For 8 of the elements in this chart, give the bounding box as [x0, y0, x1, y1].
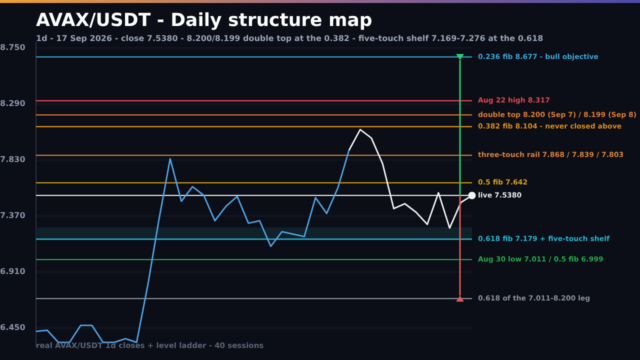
y-tick-label: 6.910: [0, 266, 26, 276]
chart-subtitle: 1d - 17 Sep 2026 - close 7.5380 - 8.200/8.199 double top at the 0.382 - five-touch shelf 7.169-7.276 at the 0.618: [36, 34, 544, 43]
y-tick-label: 8.750: [0, 43, 26, 52]
y-tick-label: 7.830: [0, 155, 26, 164]
y-tick-label: 7.370: [0, 210, 26, 220]
y-tick-label: 6.450: [0, 322, 26, 332]
chart-title: AVAX/USDT - Daily structure map: [36, 10, 372, 31]
y-tick-label: 8.290: [0, 99, 26, 108]
